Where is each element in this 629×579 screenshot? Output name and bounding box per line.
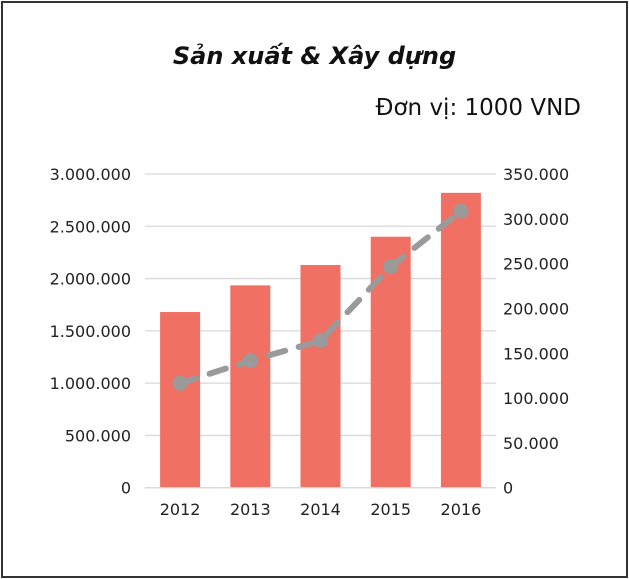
line-point-2014 — [313, 333, 328, 349]
y-right-tick-label: 50.000 — [503, 434, 559, 453]
y-left-tick-label: 3.000.000 — [50, 165, 131, 184]
bar-2016 — [440, 192, 481, 488]
y-left-tick-label: 2.000.000 — [50, 270, 131, 289]
y-left-tick-label: 0 — [121, 479, 131, 498]
line-point-2013 — [242, 353, 258, 369]
x-tick-label: 2012 — [160, 500, 201, 519]
y-right-tick-label: 300.000 — [503, 210, 569, 229]
y-right-tick-label: 200.000 — [503, 299, 569, 318]
line-point-2016 — [453, 203, 469, 219]
line-point-2015 — [383, 259, 399, 275]
y-left-tick-label: 2.500.000 — [50, 217, 131, 236]
y-left-tick-label: 1.000.000 — [50, 374, 131, 393]
bar-2015 — [370, 236, 411, 488]
bar-2014 — [300, 264, 341, 488]
y-left-tick-label: 500.000 — [65, 426, 131, 445]
line-series — [177, 208, 464, 387]
x-tick-label: 2016 — [441, 500, 482, 519]
bar-2013 — [230, 285, 271, 488]
y-right-tick-label: 100.000 — [503, 389, 569, 408]
chart-title: Sản xuất & Xây dựng — [172, 42, 457, 70]
y-right-tick-label: 250.000 — [503, 255, 569, 274]
y-right-tick-label: 350.000 — [503, 165, 569, 184]
line-point-2012 — [172, 375, 188, 391]
y-right-tick-label: 150.000 — [503, 344, 569, 363]
y-left-tick-label: 1.500.000 — [50, 322, 131, 341]
y-right-tick-label: 0 — [503, 479, 513, 498]
x-tick-label: 2013 — [230, 500, 271, 519]
x-tick-label: 2014 — [300, 500, 341, 519]
chart-unit-label: Đơn vị: 1000 VND — [375, 95, 581, 121]
bar-2012 — [160, 312, 201, 488]
x-tick-label: 2015 — [370, 500, 411, 519]
